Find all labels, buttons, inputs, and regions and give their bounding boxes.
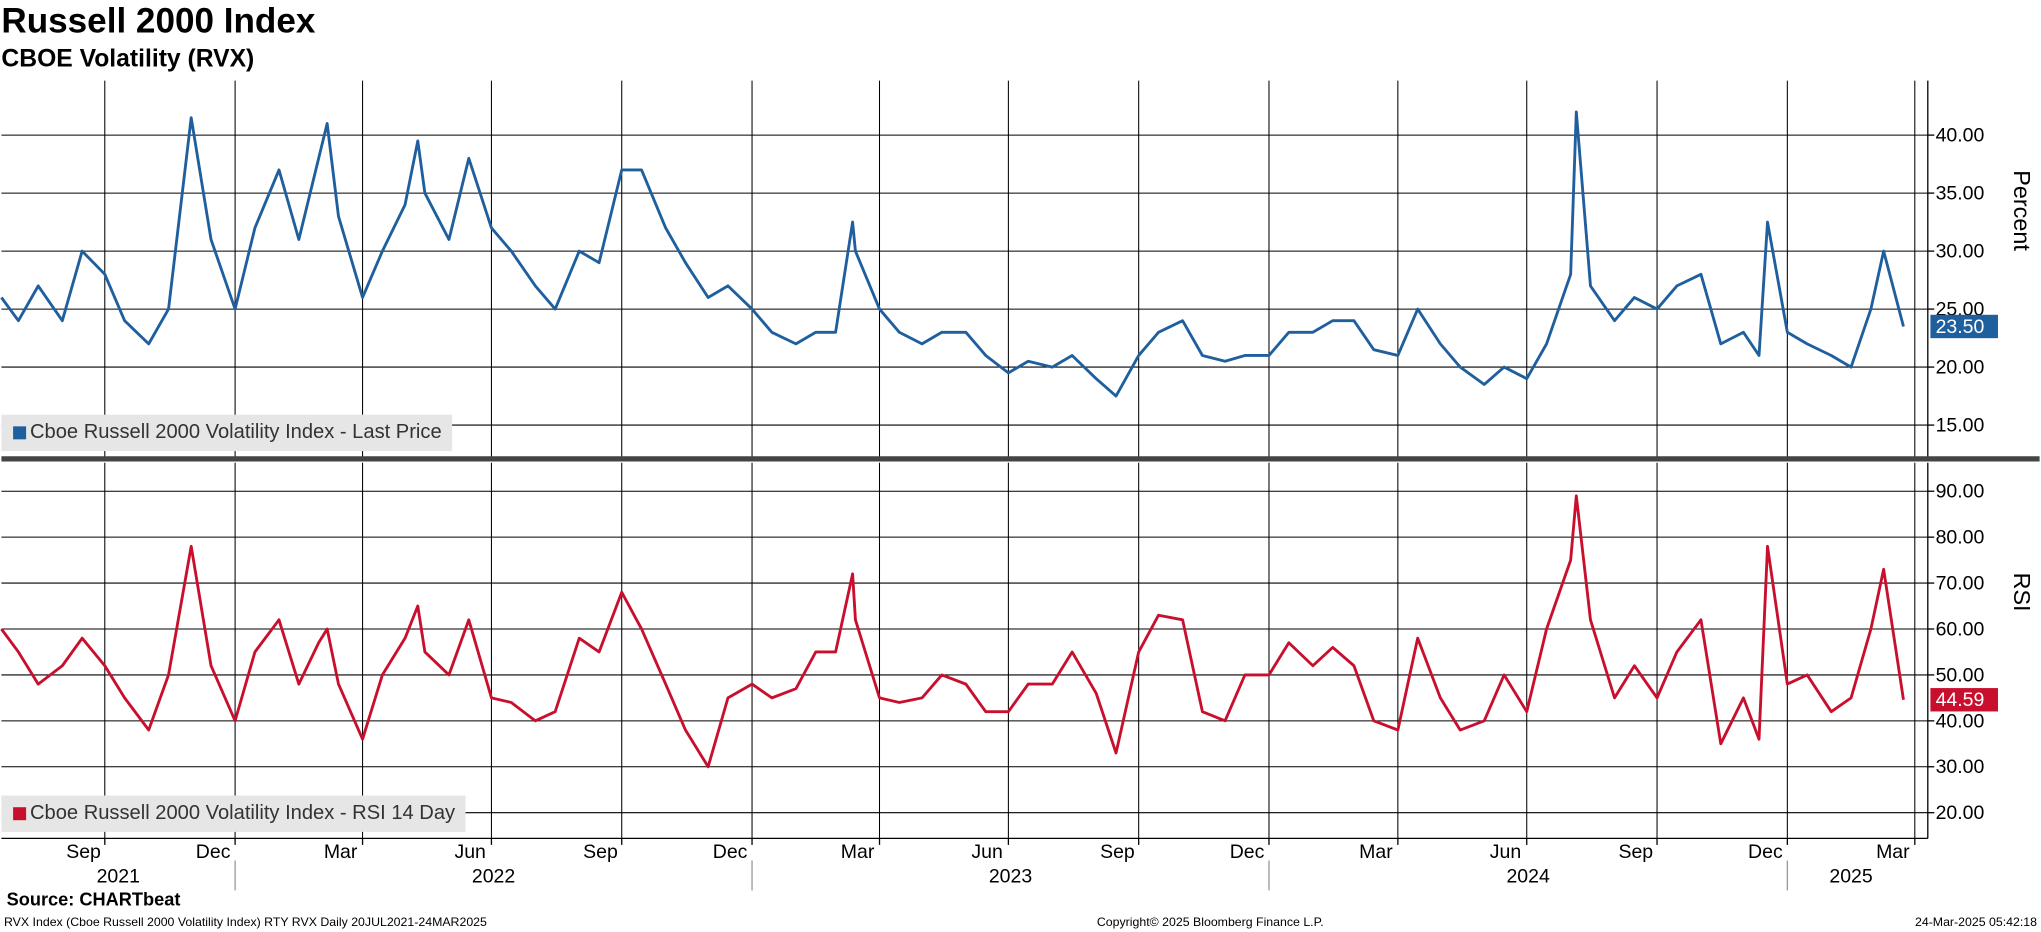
x-tick-label: Sep xyxy=(1618,841,1653,863)
x-tick-label: Mar xyxy=(324,841,358,863)
y-tick-label: 60.00 xyxy=(1936,618,1985,640)
x-tick-label: Jun xyxy=(454,841,485,863)
x-tick-label: Sep xyxy=(66,841,101,863)
data-line xyxy=(0,494,1905,769)
y-tick-label: 20.00 xyxy=(1936,357,1985,379)
y-tick-label: 70.00 xyxy=(1936,573,1985,595)
footer-center: Copyright© 2025 Bloomberg Finance L.P. xyxy=(1097,915,1324,929)
source: Source: CHARTbeat xyxy=(7,890,181,910)
last-value-box xyxy=(1930,314,1998,339)
data-line xyxy=(0,110,1905,398)
year-label: 2022 xyxy=(472,866,515,888)
footer-right: 24-Mar-2025 05:42:18 xyxy=(1915,915,2037,929)
legend-box xyxy=(1,795,466,832)
y-tick-label: 30.00 xyxy=(1936,756,1985,778)
legend-swatch xyxy=(13,807,27,821)
legend-label: Cboe Russell 2000 Volatility Index - RSI… xyxy=(30,802,456,824)
y-tick-label: 50.00 xyxy=(1936,664,1985,686)
year-label: 2024 xyxy=(1506,866,1550,888)
last-value-label: 23.50 xyxy=(1936,316,1985,338)
x-tick-label: Sep xyxy=(583,841,618,863)
legend-box xyxy=(1,414,453,452)
x-tick-label: Dec xyxy=(196,841,231,863)
year-label: 2021 xyxy=(97,866,140,888)
chart-subtitle: CBOE Volatility (RVX) xyxy=(1,45,254,72)
year-label: 2025 xyxy=(1829,866,1873,888)
y-tick-label: 40.00 xyxy=(1936,710,1985,732)
y-axis-title: Percent xyxy=(2009,170,2035,251)
last-value-box xyxy=(1930,688,1998,712)
x-tick-label: Mar xyxy=(1359,841,1393,863)
y-axis-title: RSI xyxy=(2009,573,2035,612)
x-tick-label: Mar xyxy=(841,841,875,863)
x-tick-label: Mar xyxy=(1876,841,1910,863)
last-value-label: 44.59 xyxy=(1936,689,1985,711)
y-tick-label: 90.00 xyxy=(1936,481,1985,503)
y-tick-label: 40.00 xyxy=(1936,125,1985,147)
y-tick-label: 80.00 xyxy=(1936,527,1985,549)
year-label: 2023 xyxy=(989,866,1032,888)
y-tick-label: 30.00 xyxy=(1936,241,1985,263)
x-tick-label: Jun xyxy=(1490,841,1521,863)
legend-label: Cboe Russell 2000 Volatility Index - Las… xyxy=(30,421,442,443)
chart-title: Russell 2000 Index xyxy=(1,2,315,41)
x-tick-label: Dec xyxy=(1230,841,1265,863)
x-tick-label: Jun xyxy=(971,841,1002,863)
x-tick-label: Dec xyxy=(713,841,748,863)
y-tick-label: 35.00 xyxy=(1936,183,1985,205)
x-tick-label: Sep xyxy=(1100,841,1135,863)
y-tick-label: 20.00 xyxy=(1936,802,1985,824)
y-tick-label: 15.00 xyxy=(1936,415,1985,437)
x-tick-label: Dec xyxy=(1748,841,1783,863)
legend-swatch xyxy=(13,426,27,440)
footer-left: RVX Index (Cboe Russell 2000 Volatility … xyxy=(4,915,487,929)
